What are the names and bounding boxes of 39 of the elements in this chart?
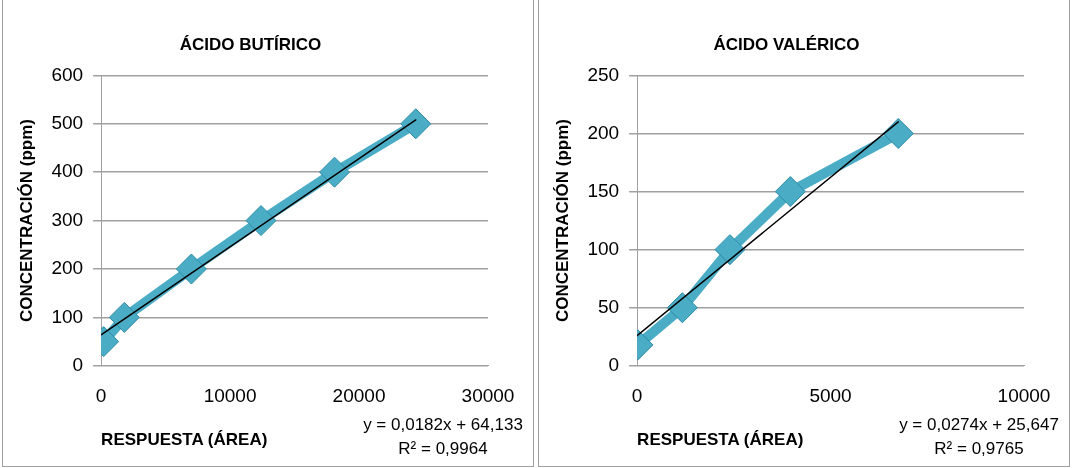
text: y = 0,0182x + 64,133	[363, 415, 523, 434]
point	[175, 253, 207, 285]
y-tick-label: 250	[587, 63, 620, 85]
point	[400, 108, 432, 140]
y-tick-label: 600	[51, 63, 84, 85]
x-tick-label: 5000	[809, 385, 852, 407]
x-axis-title: RESPUESTA (ÁREA)	[637, 430, 804, 450]
y-tick-label: 500	[51, 112, 84, 134]
x-tick-label: 10000	[203, 385, 257, 407]
chart-title: ÁCIDO BUTÍRICO	[179, 34, 322, 54]
x-tick-label: 20000	[332, 385, 386, 407]
y-tick-label: 150	[587, 179, 620, 201]
point	[319, 156, 351, 188]
y-tick-label: 0	[608, 354, 620, 376]
point	[774, 176, 806, 208]
y-axis-title: CONCENTRACIÓN (ppm)	[16, 119, 36, 323]
y-tick-label: 100	[51, 305, 84, 327]
x-tick-label: 30000	[461, 385, 515, 407]
x-axis-title: RESPUESTA (ÁREA)	[101, 430, 268, 450]
text: R² = 0,9964	[398, 439, 488, 458]
y-tick-label: 50	[597, 295, 620, 317]
point	[666, 292, 698, 324]
y-tick-label: 0	[72, 354, 84, 376]
text: y = 0,0274x + 25,647	[899, 415, 1059, 434]
y-tick-label: 400	[51, 160, 84, 182]
x-tick-label: 0	[95, 385, 107, 407]
point	[714, 234, 746, 266]
y-tick-label: 200	[587, 121, 620, 143]
y-tick-label: 200	[51, 257, 84, 279]
point	[108, 301, 140, 333]
text: R² = 0,9765	[934, 439, 1024, 458]
point	[245, 205, 277, 237]
point	[882, 117, 914, 149]
y-tick-label: 300	[51, 208, 84, 230]
x-tick-label: 0	[631, 385, 643, 407]
y-tick-label: 100	[587, 237, 620, 259]
chart-title: ÁCIDO VALÉRICO	[713, 34, 860, 54]
x-tick-label: 10000	[997, 385, 1051, 407]
y-axis-title: CONCENTRACIÓN (ppm)	[552, 119, 572, 323]
